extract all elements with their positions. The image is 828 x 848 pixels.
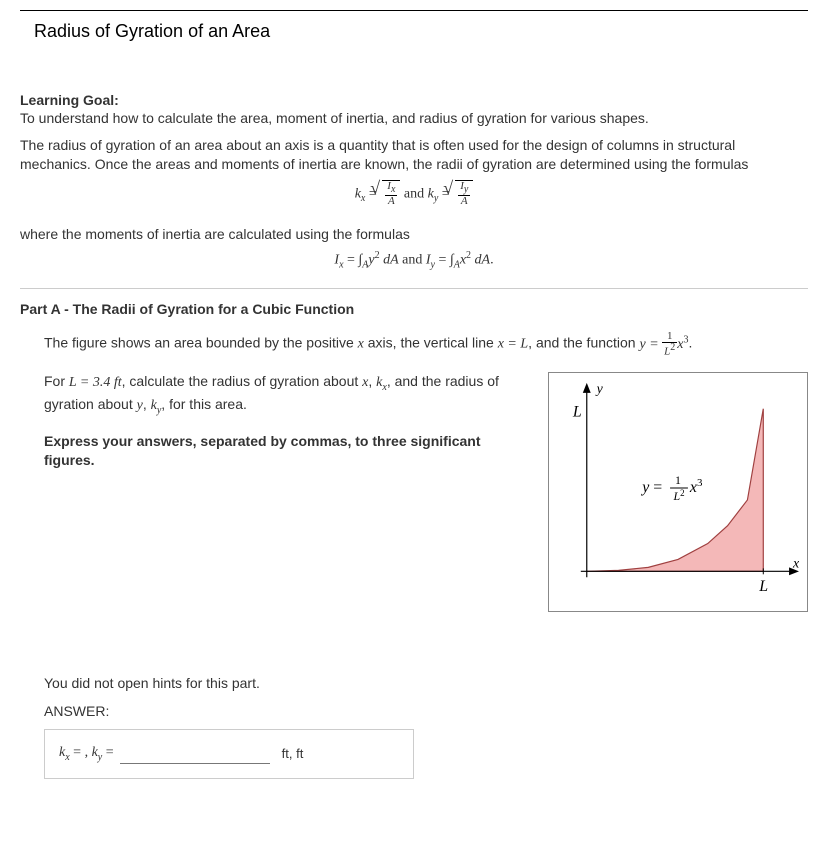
answer-prefix: kx = , ky = [59,745,114,763]
part-a-instruct: Express your answers, separated by comma… [44,432,528,471]
learning-goal-text: To understand how to calculate the area,… [20,110,808,126]
formula-radii: kx = IxA and ky = IyA [20,180,808,207]
part-a-title: Part A - The Radii of Gyration for a Cub… [20,301,808,317]
part-a-task: For L = 3.4 ft, calculate the radius of … [44,372,528,418]
svg-text:y =: y = [640,479,662,496]
svg-text:y: y [595,382,604,397]
formula-and-1: and [404,186,428,201]
svg-text:1: 1 [675,473,681,487]
part-a-prompt: The figure shows an area bounded by the … [44,331,808,358]
intro-paragraph: The radius of gyration of an area about … [20,136,808,174]
svg-text:L: L [758,578,768,595]
answer-label: ANSWER: [44,703,808,719]
learning-goal-label: Learning Goal: [20,92,808,108]
moments-intro: where the moments of inertia are calcula… [20,225,808,244]
page-title: Radius of Gyration of an Area [20,17,808,92]
formula-moments: Ix = ∫Ay2 dA and Iy = ∫Ax2 dA. [20,250,808,270]
answer-input[interactable] [120,744,270,764]
answer-box: kx = , ky = ft, ft [44,729,414,779]
cubic-area-diagram: y x L L y = 1 L2 x3 [548,372,808,612]
formula-and-2: and [402,253,426,268]
svg-text:L: L [572,404,582,421]
svg-text:x: x [792,556,800,571]
answer-units: ft, ft [282,746,304,761]
hint-note: You did not open hints for this part. [44,675,808,691]
